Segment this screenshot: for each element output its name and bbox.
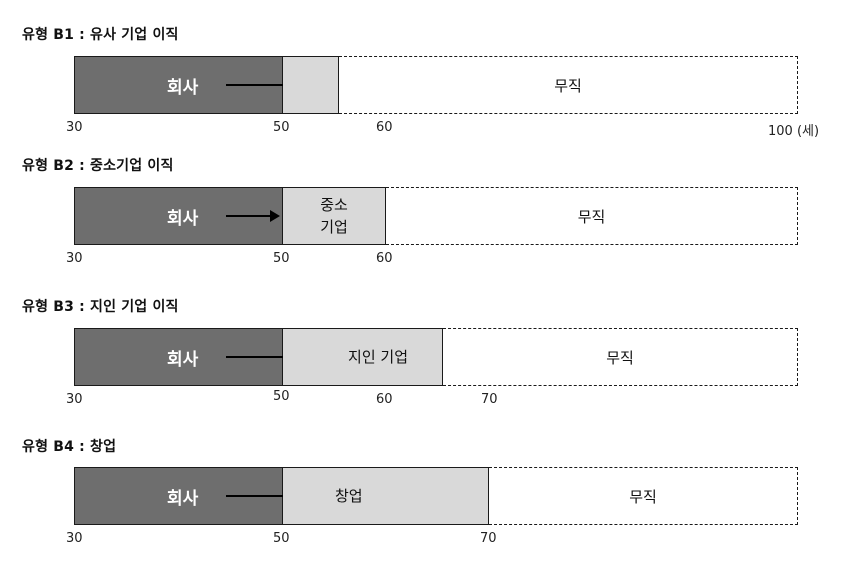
row-b3-tick-70: 70 [481,392,498,407]
row-b4-jobless-box: 무직 [489,467,798,525]
row-b4-company-label: 회사 [167,488,199,509]
row-b2-middle-label-line2: 기업 [320,218,348,236]
row-b1-tick-60: 60 [376,120,393,135]
row-b4-tick-30: 30 [66,531,83,546]
row-b4-middle-box: 창업 [283,467,489,525]
row-b2-tick-60: 60 [376,251,393,266]
row-b1-tick-50: 50 [273,120,290,135]
row-b2-middle-label-line1: 중소 [320,196,348,214]
row-b4-title: 유형 B4 : 창업 [22,439,117,455]
row-b3-company-box: 회사 [74,328,283,386]
row-b1-title: 유형 B1 : 유사 기업 이직 [22,27,179,43]
row-b2-tick-30: 30 [66,251,83,266]
row-b2-title: 유형 B2 : 중소기업 이직 [22,158,174,174]
row-b4-tick-70: 70 [480,531,497,546]
row-b2-middle-box: 중소 기업 [283,187,386,245]
row-b3-company-label: 회사 [167,349,199,370]
row-b4-middle-label: 창업 [335,487,363,505]
row-b3-jobless-label: 무직 [606,348,634,367]
row-b2-arrow [226,210,280,222]
row-b3-tick-50: 50 [273,389,290,404]
row-b3-tick-30: 30 [66,392,83,407]
row-b3-middle-box: 지인 기업 [283,328,443,386]
row-b3-title: 유형 B3 : 지인 기업 이직 [22,299,179,315]
row-b3-tick-60: 60 [376,392,393,407]
row-b3-jobless-box: 무직 [443,328,798,386]
row-b2-tick-50: 50 [273,251,290,266]
row-b2-jobless-box: 무직 [386,187,798,245]
row-b1-jobless-box: 무직 [339,56,798,114]
row-b1-middle-box [283,56,339,114]
row-b2-jobless-label: 무직 [577,207,606,226]
row-b4-tick-50: 50 [273,531,290,546]
row-b3-middle-label: 지인 기업 [348,348,408,366]
row-b2-company-label: 회사 [167,208,199,229]
row-b1-tick-100: 100 (세) [768,124,820,139]
row-b4-jobless-label: 무직 [629,487,657,506]
row-b1-company-label: 회사 [167,77,199,98]
row-b1-tick-30: 30 [66,120,83,135]
row-b1-jobless-label: 무직 [554,76,582,95]
